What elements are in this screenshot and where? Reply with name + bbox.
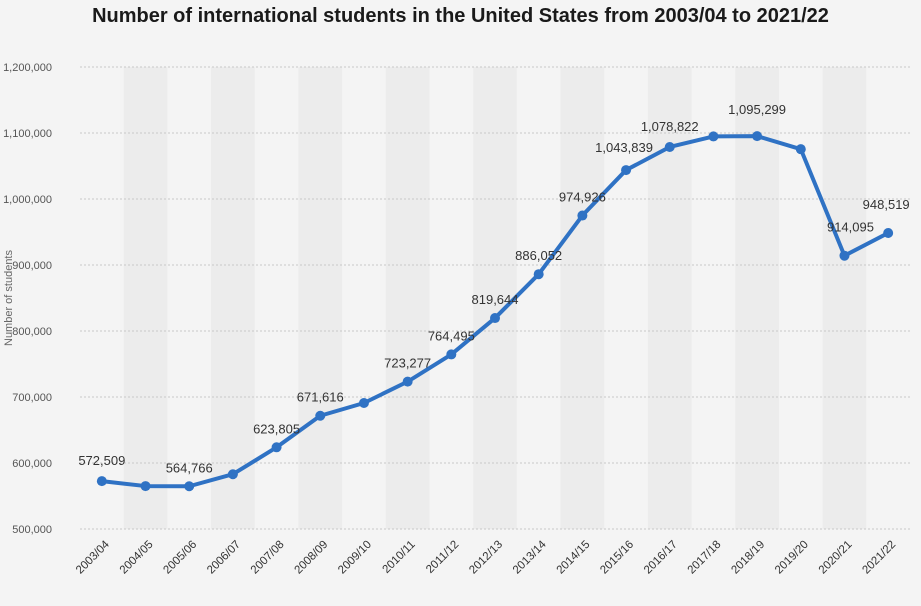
- column-band: [211, 67, 255, 529]
- data-point[interactable]: [839, 250, 850, 261]
- column-band: [735, 67, 779, 529]
- y-tick-label: 600,000: [12, 458, 52, 470]
- column-band: [560, 67, 605, 529]
- x-tick-label: 2016/17: [642, 539, 680, 577]
- x-tick-label: 2003/04: [74, 538, 112, 576]
- column-band: [473, 67, 517, 529]
- data-label: 572,509: [78, 453, 125, 468]
- data-point[interactable]: [446, 349, 457, 360]
- x-tick-label: 2009/10: [336, 539, 374, 577]
- x-tick-label: 2019/20: [773, 539, 811, 577]
- data-point[interactable]: [227, 469, 238, 480]
- data-point[interactable]: [490, 313, 500, 324]
- data-point[interactable]: [795, 144, 806, 155]
- x-tick-label: 2013/14: [511, 538, 549, 576]
- data-label: 886,052: [515, 248, 562, 263]
- data-label: 974,926: [559, 190, 606, 205]
- y-tick-label: 700,000: [12, 392, 52, 404]
- x-tick-label: 2010/11: [380, 539, 417, 576]
- data-point[interactable]: [402, 376, 413, 387]
- x-tick-label: 2005/06: [161, 539, 199, 577]
- column-band: [298, 67, 343, 529]
- data-label: 1,095,299: [728, 102, 786, 117]
- data-point[interactable]: [96, 476, 107, 487]
- x-tick-label: 2012/13: [467, 539, 505, 577]
- y-tick-label: 1,000,000: [3, 194, 52, 206]
- data-point[interactable]: [140, 481, 151, 492]
- column-band: [123, 67, 168, 529]
- data-label: 1,043,839: [595, 140, 653, 155]
- data-point[interactable]: [271, 442, 282, 453]
- data-point[interactable]: [883, 227, 894, 238]
- data-point[interactable]: [315, 410, 326, 421]
- data-label: 623,805: [253, 421, 300, 436]
- x-tick-label: 2008/09: [292, 539, 330, 577]
- column-band: [822, 67, 867, 529]
- x-tick-label: 2011/12: [424, 539, 461, 576]
- data-label: 723,277: [384, 356, 431, 371]
- data-label: 914,095: [827, 220, 874, 235]
- data-label: 819,644: [472, 292, 519, 307]
- x-tick-label: 2007/08: [249, 539, 287, 577]
- data-point[interactable]: [664, 141, 675, 152]
- x-tick-label: 2021/22: [860, 539, 898, 577]
- x-tick-label: 2020/21: [817, 539, 855, 577]
- y-axis-label: Number of students: [3, 250, 15, 346]
- data-label: 671,616: [297, 390, 344, 405]
- y-tick-label: 500,000: [12, 524, 52, 536]
- x-tick-label: 2018/19: [729, 539, 767, 577]
- y-tick-label: 1,100,000: [3, 128, 52, 140]
- y-tick-label: 1,200,000: [3, 62, 52, 74]
- y-tick-label: 900,000: [12, 260, 52, 272]
- y-tick-label: 800,000: [12, 326, 52, 338]
- series-group: [96, 131, 894, 492]
- y-axis: 500,000 600,000 700,000 800,000 900,000 1,000…: [3, 62, 52, 536]
- x-tick-label: 2004/05: [118, 539, 156, 577]
- data-point[interactable]: [621, 165, 632, 176]
- data-point[interactable]: [577, 210, 588, 221]
- x-tick-label: 2014/15: [555, 539, 593, 577]
- data-point[interactable]: [752, 131, 763, 142]
- column-band: [385, 67, 430, 529]
- data-point[interactable]: [358, 397, 369, 408]
- data-point[interactable]: [708, 131, 719, 142]
- x-tick-label: 2015/16: [598, 539, 636, 577]
- data-label: 764,495: [428, 328, 475, 343]
- data-point[interactable]: [533, 269, 544, 280]
- x-axis: 2003/04 2004/05 2005/06 2006/07 2007/08 2008/…: [74, 538, 898, 576]
- data-label: 1,078,822: [641, 119, 699, 134]
- data-label: 948,519: [863, 197, 910, 212]
- data-label: 564,766: [166, 460, 213, 475]
- data-point[interactable]: [184, 481, 195, 492]
- data-labels: 572,509 564,766 623,805 671,616 723,277 764,4…: [78, 102, 909, 475]
- chart-title: Number of international students in the …: [92, 5, 829, 27]
- x-tick-label: 2006/07: [205, 539, 243, 577]
- column-band: [647, 67, 692, 529]
- x-tick-label: 2017/18: [686, 539, 724, 577]
